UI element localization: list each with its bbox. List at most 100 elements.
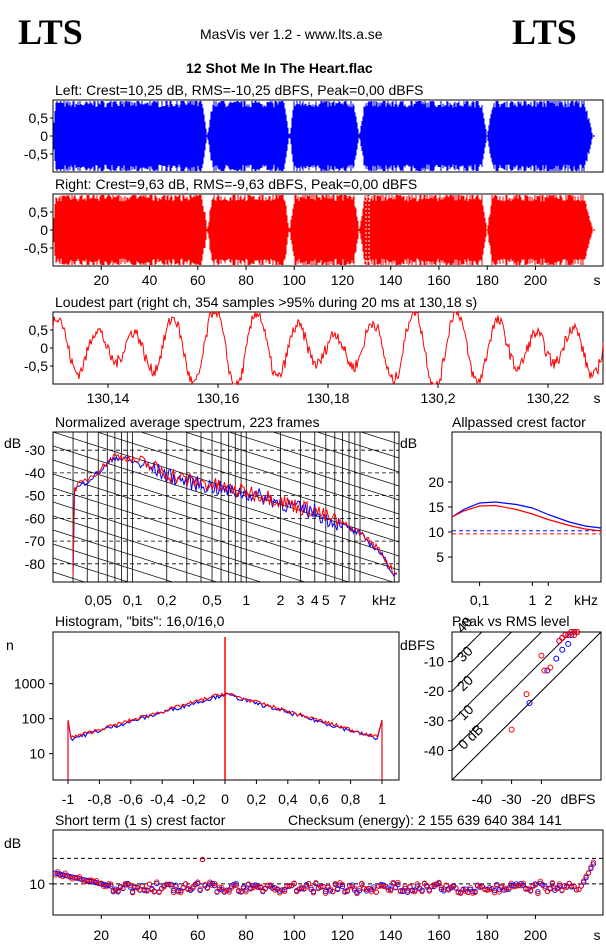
- spectrum-title: Normalized average spectrum, 223 frames: [55, 414, 320, 430]
- slope-line: [227, 432, 399, 487]
- short-term-point-left: [327, 888, 334, 894]
- short-term-point-left: [250, 883, 256, 889]
- crest-right: [451, 504, 602, 532]
- crest-diagonal: [451, 631, 542, 722]
- short-term-point-right: [175, 889, 182, 895]
- slope-line: [53, 445, 399, 557]
- short-term-point-right: [291, 880, 297, 886]
- y-axis-label: n: [6, 637, 14, 653]
- x-tick-label: 80: [238, 927, 254, 943]
- short-term-point-right: [199, 856, 206, 863]
- y-tick-label: 0,5: [29, 322, 49, 338]
- short-term-point-right: [532, 882, 539, 888]
- short-term-point-right: [72, 875, 78, 881]
- x-unit-label: s: [594, 390, 601, 406]
- short-term-point-right: [339, 881, 346, 888]
- x-tick-label: 2: [277, 592, 285, 608]
- short-term-point-left: [322, 888, 329, 895]
- y-tick-label: 10: [29, 746, 45, 762]
- slope-line: [53, 557, 130, 582]
- short-term-point-right: [378, 883, 384, 889]
- y-tick-label: 1000: [14, 676, 45, 692]
- short-term-point-left: [590, 861, 597, 867]
- slope-line: [53, 501, 306, 582]
- diagonal-label: 0 dB: [455, 721, 487, 753]
- short-term-point-right: [556, 881, 563, 887]
- x-tick-label: -0,2: [182, 791, 206, 807]
- x-tick-label: 130,22: [527, 390, 570, 406]
- short-term-point-right: [185, 886, 191, 893]
- histogram-frame: [52, 631, 400, 781]
- short-term-point-right: [330, 888, 336, 895]
- slope-line: [53, 571, 86, 582]
- short-term-point-left: [69, 874, 75, 880]
- short-term-point-right: [419, 888, 425, 895]
- loudest-signal: [52, 310, 604, 386]
- x-tick-label: 40: [142, 272, 158, 288]
- short-term-point-right: [156, 889, 162, 896]
- x-tick-label: -20: [531, 791, 551, 807]
- diagonal-label: 20: [454, 672, 476, 694]
- crest-left: [451, 501, 602, 529]
- x-tick-label: 200: [524, 927, 548, 943]
- y-tick-label: 0: [40, 222, 48, 238]
- x-tick-label: 3: [297, 592, 305, 608]
- short-term-point-right: [313, 880, 319, 886]
- y-tick-label: -30: [25, 442, 45, 458]
- scatter-point: [538, 652, 545, 659]
- short-term-frame: [52, 829, 604, 916]
- x-tick-label: 0,5: [202, 592, 222, 608]
- short-term-point-right: [578, 883, 584, 889]
- short-term-point-right: [491, 890, 498, 896]
- y-tick-label: 0: [40, 340, 48, 356]
- histogram-title: Histogram, "bits": 16,0/16,0: [55, 613, 225, 629]
- crest-diagonal: [451, 631, 512, 692]
- short-term-point-left: [588, 865, 594, 872]
- short-term-point-left: [339, 883, 346, 890]
- spectrum-left: [72, 455, 398, 577]
- y-tick-label: 10: [29, 876, 45, 892]
- spectrum-right: [72, 452, 398, 577]
- short-term-point-right: [585, 870, 592, 876]
- short-term-point-right: [226, 889, 232, 895]
- short-term-point-left: [211, 883, 218, 889]
- short-term-point-left: [371, 884, 377, 890]
- short-term-point-right: [180, 885, 186, 891]
- short-term-point-right: [549, 880, 555, 886]
- y-tick-label: -0,5: [24, 240, 48, 256]
- short-term-point-right: [308, 884, 314, 891]
- y-axis-label: dBFS: [400, 637, 435, 653]
- slope-line: [53, 459, 399, 571]
- x-tick-label: 7: [339, 592, 347, 608]
- scatter-point: [571, 629, 578, 635]
- short-term-point-right: [265, 882, 271, 888]
- short-term-point-right: [219, 885, 225, 891]
- short-term-point-right: [477, 884, 483, 891]
- short-term-point-right: [520, 880, 527, 886]
- diagonal-label: 30: [453, 643, 475, 665]
- short-term-point-right: [281, 888, 288, 894]
- slope-line: [53, 529, 218, 582]
- short-term-point-right: [310, 890, 317, 896]
- loudest-frame: [52, 311, 604, 385]
- short-term-point-right: [170, 889, 177, 896]
- y-tick-label: 0: [40, 128, 48, 144]
- short-term-point-left: [395, 881, 401, 888]
- logo-left: LTS: [18, 12, 83, 52]
- x-tick-label: -1: [62, 791, 75, 807]
- y-tick-label: -30: [424, 713, 444, 729]
- short-term-point-left: [243, 887, 249, 893]
- scatter-point: [553, 655, 560, 662]
- scatter-point: [547, 664, 554, 671]
- short-term-point-right: [458, 890, 464, 896]
- slope-line: [272, 432, 399, 473]
- short-term-point-right: [414, 881, 420, 887]
- peak-rms-frame: [451, 631, 602, 781]
- y-axis-label: dB: [4, 435, 21, 451]
- short-term-point-right: [129, 890, 136, 896]
- short-term-title: Short term (1 s) crest factor: [55, 812, 226, 828]
- x-tick-label: 100: [283, 272, 307, 288]
- x-tick-label: 5: [322, 592, 330, 608]
- y-tick-label: 20: [428, 474, 444, 490]
- slope-line: [316, 432, 399, 459]
